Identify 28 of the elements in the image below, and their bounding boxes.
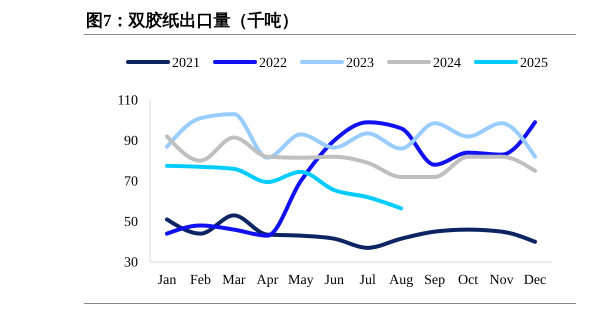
x-tick-label: Mar (222, 272, 246, 288)
x-tick-label: Apr (256, 272, 279, 288)
line-series (165, 112, 537, 160)
legend-label: 2021 (172, 56, 200, 71)
line-series (165, 134, 537, 179)
y-tick-label: 90 (124, 134, 138, 149)
y-tick-label: 110 (118, 93, 138, 108)
y-tick-label: 30 (124, 255, 138, 270)
legend-label: 2022 (259, 56, 287, 71)
line-series (165, 213, 537, 250)
chart-title: 图7：双胶纸出口量（千吨） (86, 11, 298, 30)
line-series (165, 120, 537, 238)
x-tick-label: Oct (458, 272, 478, 288)
legend-label: 2025 (520, 56, 548, 71)
y-tick-label: 50 (124, 214, 138, 230)
x-tick-label: Sep (424, 272, 446, 288)
legend-label: 2023 (346, 56, 374, 71)
legend-label: 2024 (433, 56, 461, 71)
x-tick-label: Jan (158, 272, 176, 288)
y-tick-label: 70 (124, 174, 138, 190)
x-tick-label: Aug (389, 272, 414, 288)
x-tick-label: Nov (489, 272, 514, 288)
x-tick-label: Feb (190, 272, 211, 288)
line-series (165, 164, 404, 210)
x-tick-label: Jul (360, 272, 376, 288)
x-tick-label: May (288, 272, 314, 288)
x-tick-label: Dec (524, 272, 546, 288)
x-tick-label: Jun (324, 272, 344, 288)
